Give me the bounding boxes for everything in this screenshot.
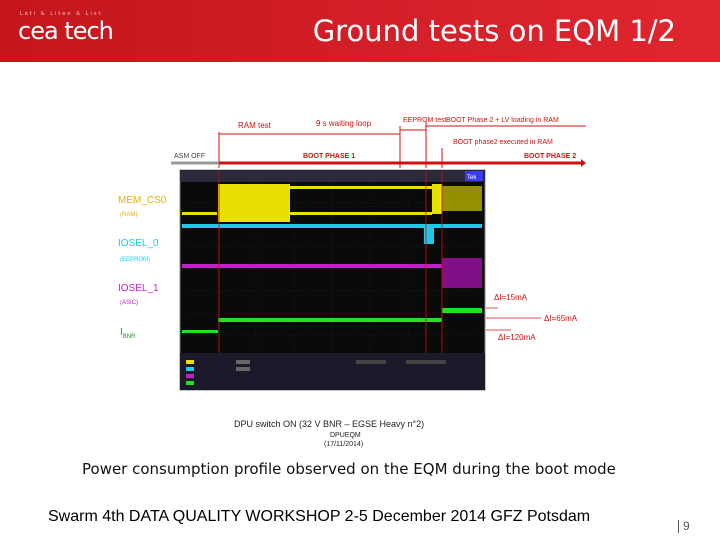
scope-channel-chips	[186, 360, 446, 385]
scope-badge	[465, 171, 483, 181]
footer-text: Swarm 4th DATA QUALITY WORKSHOP 2-5 Dece…	[48, 508, 591, 525]
oscilloscope-figure: RAM test 9 s waiting loop EEPROM test BO…	[116, 108, 586, 453]
figure-subtitle-dpu: DPUEQM	[330, 432, 361, 439]
delta-65ma: ΔI=65mA	[544, 314, 578, 323]
signal-label-iosel0: IOSEL_0	[118, 238, 159, 249]
slide-title: Ground tests on EQM 1/2	[312, 14, 676, 48]
annotation-asm-off: ASM OFF	[174, 153, 205, 160]
annotation-eeprom-test: EEPROM test	[403, 117, 447, 124]
trace-iosel1	[182, 258, 482, 288]
delta-120ma: ΔI=120mA	[498, 333, 536, 342]
trace-ibnr	[182, 308, 482, 333]
trace-mem-cs0	[182, 184, 482, 222]
trace-iosel0	[182, 224, 482, 244]
cea-tech-logo: cea tech	[18, 17, 114, 45]
header-banner: Leti & Liten & List cea tech Ground test…	[0, 0, 720, 62]
page-number: 9	[678, 520, 690, 533]
annotation-waiting-loop: 9 s waiting loop	[316, 119, 372, 128]
marker-lines	[218, 170, 443, 353]
scope-status-panel	[180, 353, 485, 390]
signal-label-mem-cs0: MEM_CS0	[118, 195, 167, 206]
annotation-boot-phase1: BOOT PHASE 1	[303, 153, 355, 160]
scope-badge-text: Tek	[467, 175, 477, 181]
signal-sub-iosel1: (ASIC)	[120, 300, 138, 306]
annotation-boot-phase2-lv: BOOT Phase 2 + LV loading in RAM	[446, 117, 559, 124]
signal-label-iosel1: IOSEL_1	[118, 283, 159, 294]
annotation-ram-test: RAM test	[238, 121, 272, 130]
figure-subtitle-date: (17/11/2014)	[324, 441, 363, 448]
figure-subtitle: DPU switch ON (32 V BNR – EGSE Heavy n°2…	[234, 419, 424, 429]
signal-sub-iosel0: (EEPROM)	[120, 257, 150, 263]
delta-brackets	[486, 307, 541, 331]
figure-caption: Power consumption profile observed on th…	[82, 460, 616, 478]
oscilloscope-diagram: RAM test 9 s waiting loop EEPROM test BO…	[118, 117, 586, 448]
signal-label-ibnr: IBNR	[120, 327, 136, 340]
annotation-boot-phase2: BOOT PHASE 2	[524, 153, 576, 160]
delta-15ma: ΔI=15mA	[494, 293, 528, 302]
signal-sub-mem-cs0: (RAM)	[120, 212, 137, 218]
logo-tagline: Leti & Liten & List	[20, 11, 103, 17]
scope-top-bar	[180, 170, 485, 182]
annotation-boot-phase2-executed: BOOT phase2 executed in RAM	[453, 139, 553, 146]
